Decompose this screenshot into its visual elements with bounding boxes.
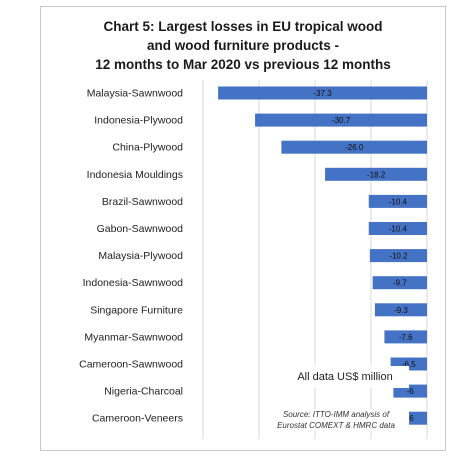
category-label-3: China-Plywood — [112, 142, 183, 154]
source-line-2: Eurostat COMEXT & HMRC data — [277, 421, 395, 430]
value-label-8: -9.7 — [393, 279, 407, 288]
chart-frame: Chart 5: Largest losses in EU tropical w… — [40, 6, 446, 451]
bar-9 — [374, 303, 427, 317]
category-label-11: Cameroon-Sawnwood — [79, 359, 183, 371]
value-label-6: -10.4 — [389, 225, 408, 234]
category-label-5: Brazil-Sawnwood — [102, 196, 183, 208]
chart-title-line-1: Chart 5: Largest losses in EU tropical w… — [103, 19, 383, 34]
value-label-13: -6 — [407, 414, 415, 423]
category-label-4: Indonesia Mouldings — [87, 169, 183, 181]
chart-title-line-2: and wood furniture products - — [147, 38, 339, 53]
units-note: All data US$ million — [281, 366, 409, 388]
bar-5 — [368, 194, 427, 208]
chart-title: Chart 5: Largest losses in EU tropical w… — [41, 17, 445, 74]
bar-1 — [218, 86, 427, 100]
value-label-2: -30.7 — [332, 116, 351, 125]
bar-8 — [372, 276, 427, 290]
value-label-11: -6.5 — [402, 360, 416, 369]
category-label-8: Indonesia-Sawnwood — [83, 277, 184, 289]
value-label-3: -26.0 — [345, 143, 364, 152]
category-label-10: Myanmar-Sawnwood — [84, 331, 183, 343]
category-label-1: Malaysia-Sawnwood — [87, 88, 183, 100]
bar-7 — [369, 249, 427, 263]
category-label-13: Cameroon-Veneers — [92, 413, 183, 425]
category-label-12: Nigeria-Charcoal — [104, 386, 183, 398]
bar-6 — [368, 222, 427, 235]
bar-2 — [255, 113, 427, 127]
category-label-2: Indonesia-Plywood — [94, 115, 183, 127]
value-label-7: -10.2 — [389, 252, 408, 261]
category-label-9: Singapore Furniture — [90, 304, 183, 316]
value-label-5: -10.4 — [389, 197, 408, 206]
chart-title-line-3: 12 months to Mar 2020 vs previous 12 mon… — [95, 57, 391, 72]
category-label-7: Malaysia-Plywood — [98, 250, 183, 262]
bar-3 — [281, 140, 427, 154]
value-label-1: -37.3 — [313, 89, 332, 98]
value-label-9: -9.3 — [394, 306, 408, 315]
bar-4 — [325, 167, 427, 181]
value-label-12: -6 — [407, 387, 415, 396]
value-label-4: -18.2 — [367, 170, 386, 179]
bar-chart-plot: Malaysia-Sawnwood -37.3 Indonesia-Plywood -… — [79, 80, 428, 439]
category-label-6: Gabon-Sawnwood — [97, 223, 184, 235]
value-label-10: -7.6 — [399, 333, 413, 342]
source-note: Source: ITTO-IMM analysis of Eurostat CO… — [263, 409, 409, 431]
source-line-1: Source: ITTO-IMM analysis of — [282, 410, 390, 419]
bar-10 — [384, 330, 427, 344]
